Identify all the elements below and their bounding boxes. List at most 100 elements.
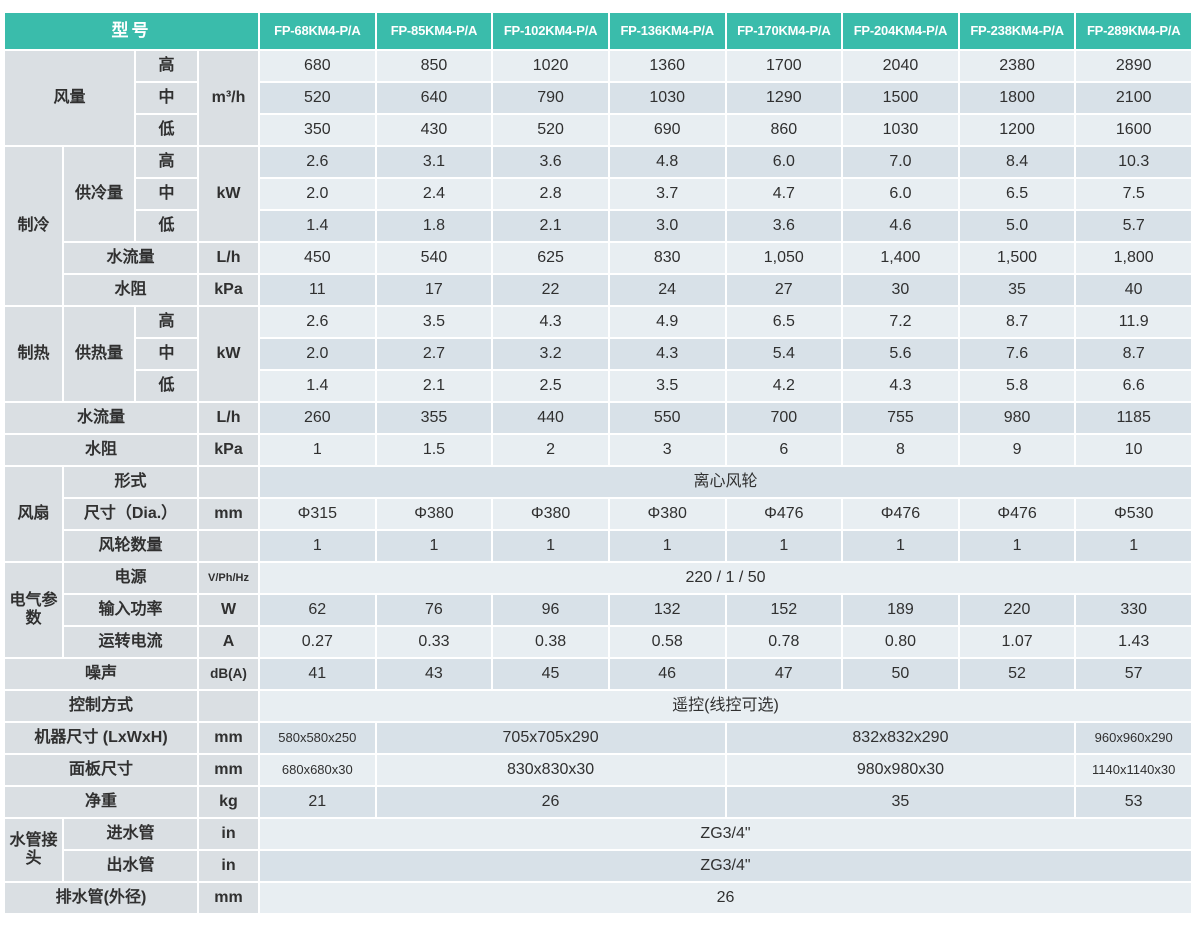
value-cell: 1290 (726, 83, 842, 113)
row-label: 供冷量 (64, 147, 134, 241)
value-cell: 2.1 (493, 211, 608, 241)
row-label: 排水管(外径) (5, 883, 197, 913)
value-cell: 2380 (959, 51, 1075, 81)
unit-label: mm (199, 499, 258, 529)
value-cell: 10.3 (1076, 147, 1191, 177)
row-label: 供热量 (64, 307, 134, 401)
value-cell: 5.8 (959, 371, 1075, 401)
value-cell: 96 (493, 595, 608, 625)
value-cell: 330 (1076, 595, 1191, 625)
row-label: 水阻 (5, 435, 197, 465)
value-cell: 离心风轮 (260, 467, 1191, 497)
value-cell: 830 (609, 243, 725, 273)
unit-label: in (199, 851, 258, 881)
value-cell: 152 (726, 595, 842, 625)
value-cell: 220 / 1 / 50 (260, 563, 1191, 593)
row-label: 形式 (64, 467, 197, 497)
value-cell: 3.6 (726, 211, 842, 241)
value-cell: 22 (493, 275, 608, 305)
unit-label: mm (199, 755, 258, 785)
value-cell: 1030 (843, 115, 958, 145)
value-cell: 3.5 (376, 307, 492, 337)
value-cell: 21 (260, 787, 375, 817)
value-cell: 355 (376, 403, 492, 433)
row-label: 风轮数量 (64, 531, 197, 561)
value-cell: 1 (726, 531, 842, 561)
value-cell: 2.4 (376, 179, 492, 209)
value-cell: 1,500 (959, 243, 1075, 273)
unit-label: L/h (199, 403, 258, 433)
value-cell: 52 (959, 659, 1075, 689)
value-cell: 53 (1076, 787, 1191, 817)
row-label: 出水管 (64, 851, 197, 881)
value-cell: 4.3 (843, 371, 958, 401)
value-cell: 1800 (959, 83, 1075, 113)
value-cell: 2.0 (260, 179, 375, 209)
value-cell: 550 (609, 403, 725, 433)
value-cell: 2.6 (260, 307, 375, 337)
value-cell: Φ380 (609, 499, 725, 529)
value-cell: 62 (260, 595, 375, 625)
value-cell: 76 (376, 595, 492, 625)
value-cell: 3.0 (609, 211, 725, 241)
model-header: FP-289KM4-P/A (1076, 13, 1191, 49)
value-cell: 6.5 (959, 179, 1075, 209)
value-cell: 41 (260, 659, 375, 689)
value-cell: 7.5 (1076, 179, 1191, 209)
value-cell: 700 (726, 403, 842, 433)
value-cell: 8.4 (959, 147, 1075, 177)
value-cell: 755 (843, 403, 958, 433)
value-cell: 520 (493, 115, 608, 145)
value-cell: 1140x1140x30 (1076, 755, 1191, 785)
value-cell: Φ380 (376, 499, 492, 529)
unit-label: A (199, 627, 258, 657)
value-cell: 980x980x30 (726, 755, 1075, 785)
unit-label: mm (199, 723, 258, 753)
row-label: 低 (136, 371, 197, 401)
value-cell: 1.8 (376, 211, 492, 241)
value-cell: 7.2 (843, 307, 958, 337)
value-cell: 6.6 (1076, 371, 1191, 401)
value-cell: 1 (1076, 531, 1191, 561)
value-cell: 1030 (609, 83, 725, 113)
unit-label (199, 467, 258, 497)
row-label: 水阻 (64, 275, 197, 305)
value-cell: 705x705x290 (376, 723, 725, 753)
value-cell: 2.8 (493, 179, 608, 209)
value-cell: 6.5 (726, 307, 842, 337)
value-cell: Φ476 (959, 499, 1075, 529)
row-label: 制冷 (5, 147, 62, 305)
value-cell: 1600 (1076, 115, 1191, 145)
value-cell: 0.78 (726, 627, 842, 657)
unit-label: W (199, 595, 258, 625)
value-cell: 3 (609, 435, 725, 465)
value-cell: 1 (493, 531, 608, 561)
value-cell: 850 (376, 51, 492, 81)
value-cell: 0.33 (376, 627, 492, 657)
value-cell: 27 (726, 275, 842, 305)
value-cell: 1 (843, 531, 958, 561)
value-cell: 1.4 (260, 211, 375, 241)
value-cell: 35 (726, 787, 1075, 817)
value-cell: 3.1 (376, 147, 492, 177)
row-label: 电气参数 (5, 563, 62, 657)
value-cell: 680 (260, 51, 375, 81)
model-header: FP-136KM4-P/A (609, 13, 725, 49)
value-cell: 5.0 (959, 211, 1075, 241)
value-cell: 11 (260, 275, 375, 305)
value-cell: 4.3 (609, 339, 725, 369)
value-cell: 26 (376, 787, 725, 817)
unit-label: kW (199, 307, 258, 401)
row-label: 水流量 (5, 403, 197, 433)
value-cell: 680x680x30 (260, 755, 375, 785)
row-label: 风量 (5, 51, 134, 145)
row-label: 运转电流 (64, 627, 197, 657)
value-cell: 1.5 (376, 435, 492, 465)
row-label: 水流量 (64, 243, 197, 273)
corner-model-label: 型号 (5, 13, 258, 49)
value-cell: Φ380 (493, 499, 608, 529)
row-label: 水管接头 (5, 819, 62, 881)
row-label: 低 (136, 115, 197, 145)
model-header: FP-68KM4-P/A (260, 13, 375, 49)
value-cell: 220 (959, 595, 1075, 625)
